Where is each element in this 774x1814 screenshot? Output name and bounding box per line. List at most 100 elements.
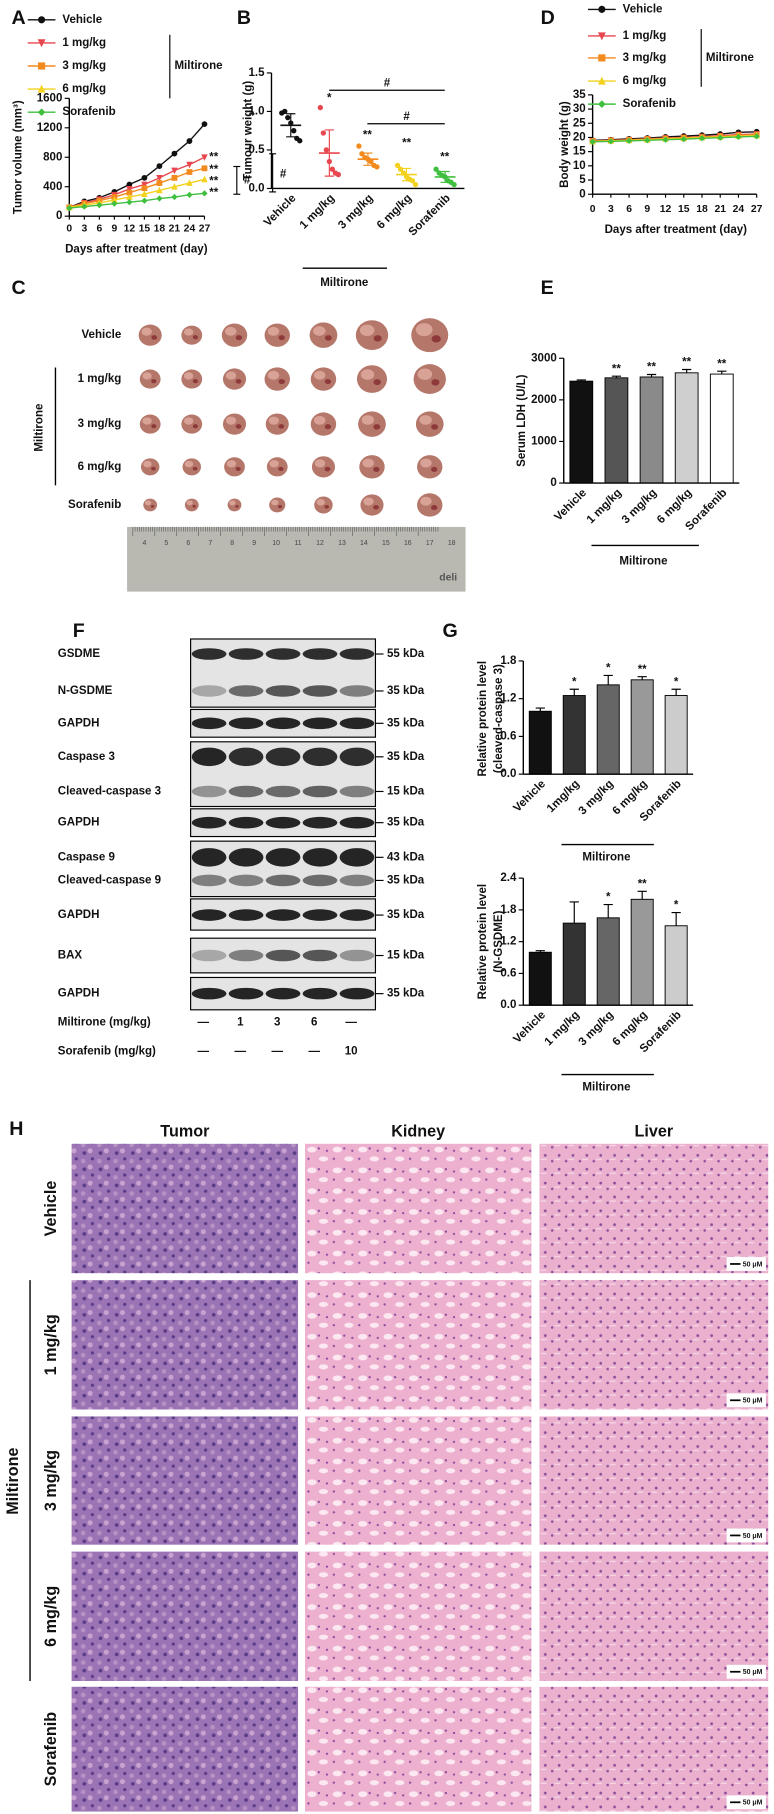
tumor [314,496,333,514]
data-point [359,151,365,157]
series-line [69,123,205,208]
bar [674,372,699,484]
legend-group-label: Miltirone [706,52,755,64]
tumor-highlight [363,497,374,506]
tumor-highlight [183,328,194,336]
data-point [451,181,457,188]
blot-size: 35 kDa [387,685,425,697]
marker [141,197,148,204]
ruler-number: 4 [142,540,146,547]
error-bar [671,911,681,926]
tumor [224,457,245,477]
blot-band [228,685,264,697]
bar [528,710,552,775]
scale-bar-label: 50 μM [743,1800,763,1807]
bar [528,951,552,1006]
marker [96,202,103,209]
bar [630,679,654,775]
tumor-highlight [361,415,375,425]
data-point [368,158,374,165]
legend-marker [598,54,606,62]
y-axis-label: Tumor volume (mm³) [13,100,25,214]
blot-size: 35 kDa [387,909,425,921]
x-tick-label: 15 [678,204,690,215]
ruler-number: 14 [360,540,368,547]
marker [156,180,163,186]
blot-band [302,747,338,767]
treatment-label: Sorafenib (mg/kg) [58,1045,156,1057]
blot-band [191,648,227,660]
x-tick-label: 24 [733,204,745,215]
scale-bar-box [726,1664,766,1679]
tumor [222,368,247,390]
ruler-number: 16 [404,540,412,547]
y-tick-label: 0.0 [500,768,516,780]
tumor [143,498,158,512]
ruler-number: 7 [208,540,212,547]
ruler-brand: deli [439,573,457,584]
blot-band [265,717,301,730]
histology-image [71,1686,299,1812]
data-point [323,147,330,153]
marker [625,137,633,144]
tumor-highlight [314,459,326,468]
tumor [138,324,162,346]
blot-label: Caspase 3 [58,751,115,763]
marker [111,200,118,207]
blot-band [265,874,301,887]
annotation: * [674,676,679,688]
tumor-highlight [186,500,193,506]
histology-image [539,1686,769,1812]
y-tick-label: 0.0 [248,182,264,194]
tumor-highlight [362,458,374,468]
bar [664,925,688,1006]
row-label: Sorafenib [68,499,121,511]
blot-band [302,785,338,798]
tumor [359,455,385,479]
annotation: * [327,92,332,104]
marker [126,186,133,193]
panel-letter: C [12,277,26,299]
tumor [411,318,449,353]
annotation: * [572,676,577,688]
tumor-spot [235,335,243,341]
y-tick-label: 0.6 [500,730,516,742]
blot-size: 43 kDa [387,851,425,863]
data-point [409,178,416,184]
treatment-dose: — [198,1017,210,1029]
ruler-number: 5 [164,540,168,547]
y-tick-label: 2.4 [500,872,517,884]
blot-band [191,717,227,730]
tumor-highlight [420,496,432,506]
error-bar [286,113,296,138]
tumor [360,494,384,516]
legend-label: Vehicle [623,3,663,15]
error-bar [682,368,692,373]
x-tick-label: 21 [714,204,726,215]
histology-image [304,1280,532,1410]
blot-band [339,816,375,829]
tumor-spot [192,466,198,471]
tumor-highlight [225,371,237,380]
bar [630,898,654,1006]
y-tick-label: 1.8 [500,655,517,667]
error-bar [569,688,579,696]
tumor-spot [278,504,283,509]
row-label: 6 mg/kg [78,461,122,473]
tumor-spot [431,466,438,472]
legend-marker [37,108,46,117]
y-tick-label: 0 [579,188,585,200]
tumor [266,457,288,477]
histology-image [539,1551,769,1681]
tumor-highlight [420,458,432,468]
annotation: ** [209,164,218,176]
scale-bar-box [726,1257,766,1271]
tumor [356,365,387,393]
legend-label: Vehicle [62,14,102,26]
tumor [413,364,446,394]
group-label: Miltirone [4,1447,22,1514]
panel-letter: G [442,620,457,642]
series-line [69,192,205,209]
tumor-highlight [144,500,152,506]
